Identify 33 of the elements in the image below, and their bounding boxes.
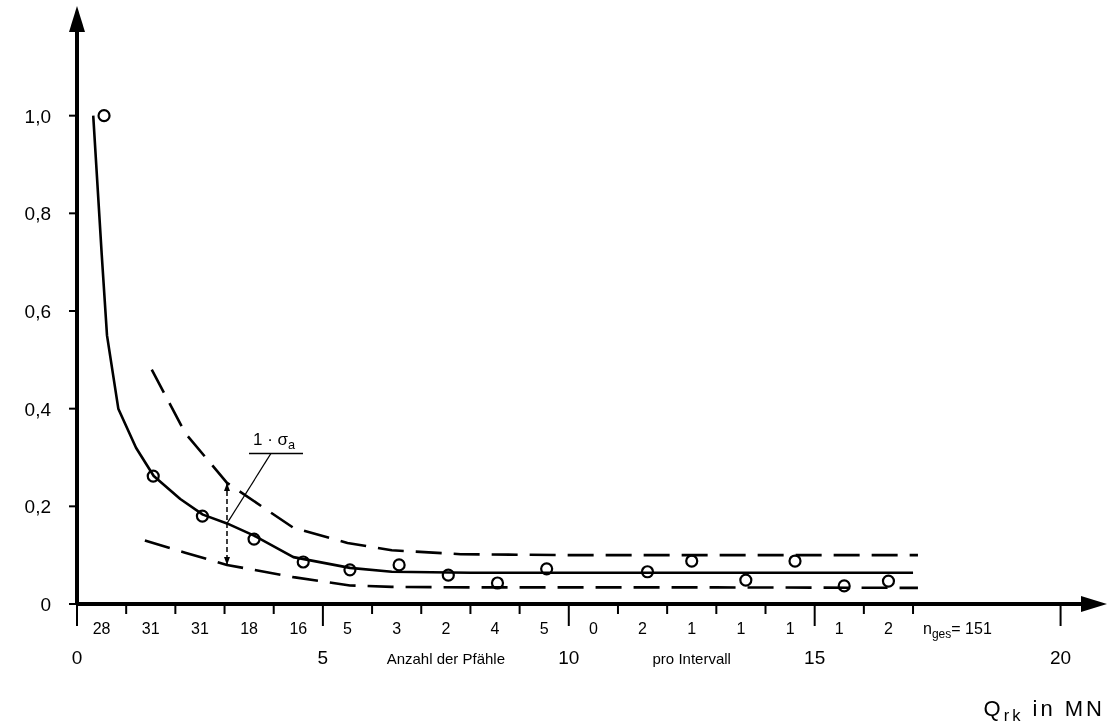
x-tick-label: 10 <box>558 647 580 668</box>
text: Anzahl der Pfähle <box>386 650 506 667</box>
x-tick-label: 0 <box>71 647 83 668</box>
y-tick-label: 0,2 <box>24 496 51 518</box>
text: 1 <box>736 620 746 637</box>
text: 31 <box>141 620 160 637</box>
text: 1 <box>687 620 697 637</box>
text: 16 <box>289 620 308 637</box>
y-tick-label: 0,8 <box>24 203 51 225</box>
text: 0 <box>588 620 598 637</box>
y-tick-label: 0,4 <box>24 398 52 420</box>
text: 1 <box>834 620 844 637</box>
text: n$_{ges}$= 151 <box>923 620 992 641</box>
x-tick-label: 15 <box>804 647 826 668</box>
text: 1 <box>785 620 795 637</box>
text: 5 <box>343 620 353 637</box>
text: 5 <box>539 620 549 637</box>
text: 2 <box>441 620 451 637</box>
text: 2 <box>638 620 648 637</box>
text: 28 <box>92 620 111 637</box>
y-tick-label: 1,0 <box>24 105 51 127</box>
annotation: 1 · σ$_{a}$ <box>253 430 297 453</box>
text: 18 <box>240 620 259 637</box>
text: 2 <box>884 620 893 637</box>
y-tick-label: 0 <box>40 594 51 615</box>
x-tick-label: 20 <box>1050 647 1072 668</box>
text: 4 <box>490 620 500 637</box>
y-tick-label: 0,6 <box>24 301 51 322</box>
x-tick-label: 5 <box>317 647 329 668</box>
text: pro Intervall <box>652 650 731 667</box>
text: 31 <box>191 620 209 637</box>
x-axis-title: Q$_{rk}$ in MN <box>983 696 1105 725</box>
text: 3 <box>392 620 402 637</box>
